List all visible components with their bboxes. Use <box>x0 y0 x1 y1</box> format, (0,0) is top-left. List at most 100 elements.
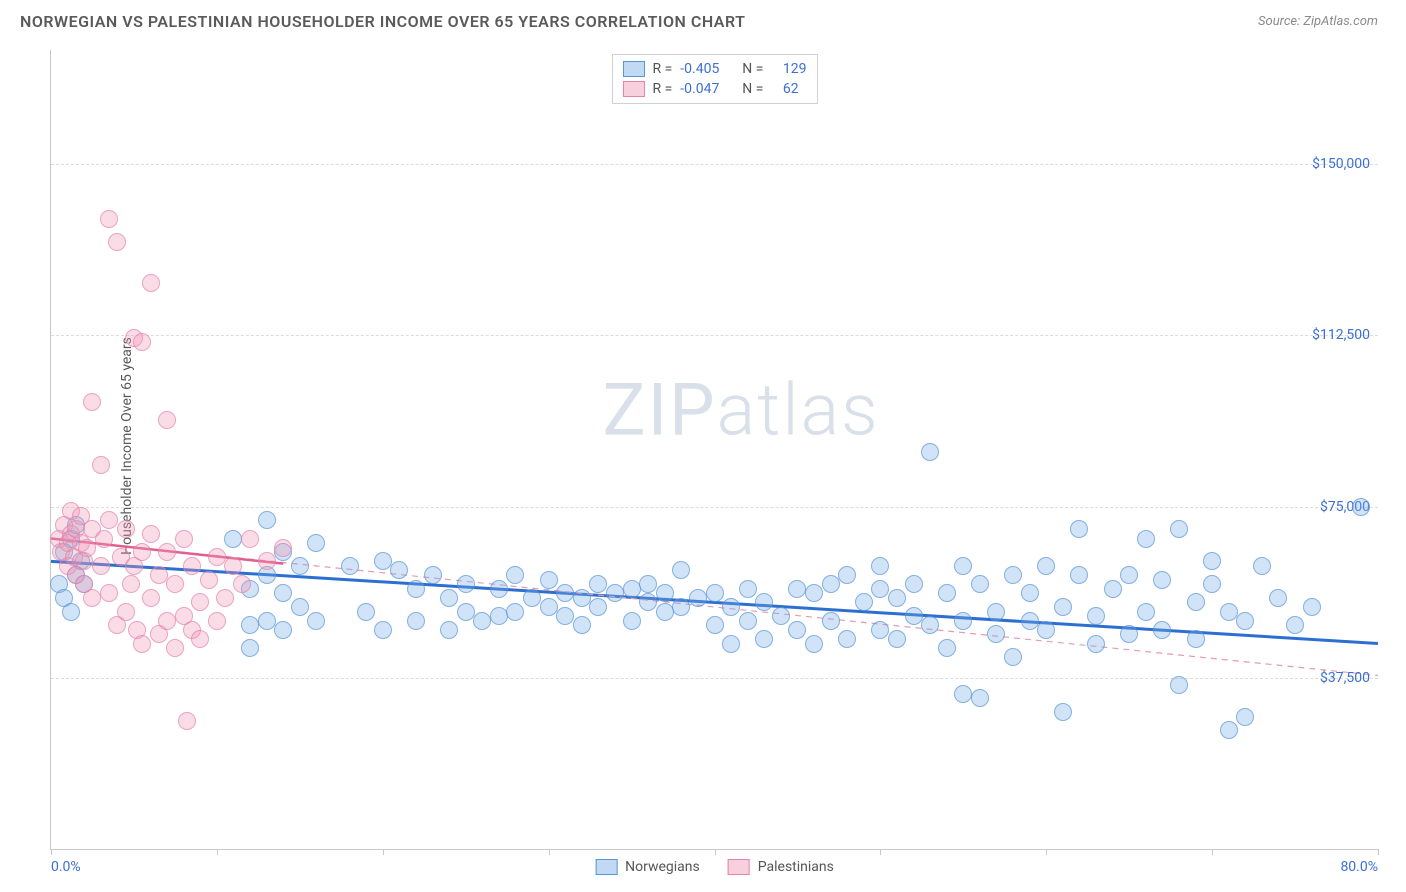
data-point <box>589 575 607 593</box>
n-label: N = <box>742 81 763 97</box>
x-tick <box>880 849 881 855</box>
data-point <box>258 552 276 570</box>
watermark-prefix: ZIP <box>602 367 716 452</box>
data-point <box>573 589 591 607</box>
x-axis-max-label: 80.0% <box>1340 859 1378 875</box>
data-point <box>92 557 110 575</box>
data-point <box>1104 580 1122 598</box>
data-point <box>954 612 972 630</box>
data-point <box>1054 703 1072 721</box>
r-value: -0.405 <box>680 61 719 77</box>
data-point <box>117 603 135 621</box>
data-point <box>672 561 690 579</box>
data-point <box>200 571 218 589</box>
data-point <box>191 630 209 648</box>
data-point <box>689 589 707 607</box>
data-point <box>905 575 923 593</box>
data-point <box>772 607 790 625</box>
data-point <box>540 598 558 616</box>
data-point <box>1170 676 1188 694</box>
data-point <box>1153 571 1171 589</box>
data-point <box>233 575 251 593</box>
data-point <box>656 584 674 602</box>
data-point <box>556 584 574 602</box>
x-tick <box>549 849 550 855</box>
data-point <box>938 639 956 657</box>
data-point <box>1087 607 1105 625</box>
r-label: R = <box>652 61 672 77</box>
series-legend: NorwegiansPalestinians <box>595 859 834 875</box>
data-point <box>291 598 309 616</box>
data-point <box>556 607 574 625</box>
data-point <box>83 589 101 607</box>
data-point <box>258 511 276 529</box>
data-point <box>739 580 757 598</box>
r-label: R = <box>652 81 672 97</box>
y-tick-label: $150,000 <box>1312 156 1370 172</box>
data-point <box>158 411 176 429</box>
data-point <box>888 630 906 648</box>
data-point <box>100 511 118 529</box>
data-point <box>606 584 624 602</box>
data-point <box>1137 603 1155 621</box>
data-point <box>100 210 118 228</box>
data-point <box>407 580 425 598</box>
data-point <box>1352 498 1370 516</box>
data-point <box>523 589 541 607</box>
data-point <box>954 557 972 575</box>
data-point <box>62 603 80 621</box>
data-point <box>274 621 292 639</box>
data-point <box>1286 616 1304 634</box>
x-tick <box>51 849 52 855</box>
data-point <box>672 598 690 616</box>
source-attribution: Source: ZipAtlas.com <box>1258 14 1378 29</box>
n-label: N = <box>742 61 763 77</box>
data-point <box>1170 520 1188 538</box>
data-point <box>158 612 176 630</box>
data-point <box>838 630 856 648</box>
data-point <box>241 639 259 657</box>
data-point <box>307 534 325 552</box>
data-point <box>183 557 201 575</box>
data-point <box>623 612 641 630</box>
data-point <box>971 689 989 707</box>
gridline <box>51 164 1378 165</box>
data-point <box>208 548 226 566</box>
data-point <box>1021 584 1039 602</box>
data-point <box>656 603 674 621</box>
legend-series-item: Norwegians <box>595 859 700 875</box>
x-tick <box>217 849 218 855</box>
data-point <box>117 520 135 538</box>
watermark-suffix: atlas <box>717 367 880 452</box>
x-tick <box>1378 849 1379 855</box>
data-point <box>241 616 259 634</box>
data-point <box>241 530 259 548</box>
data-point <box>374 552 392 570</box>
data-point <box>341 557 359 575</box>
data-point <box>166 575 184 593</box>
correlation-legend: R =-0.405 N = 129R =-0.047 N = 62 <box>611 54 817 104</box>
data-point <box>938 584 956 602</box>
data-point <box>1203 552 1221 570</box>
data-point <box>357 603 375 621</box>
data-point <box>722 598 740 616</box>
gridline <box>51 335 1378 336</box>
data-point <box>1236 612 1254 630</box>
data-point <box>706 616 724 634</box>
data-point <box>871 580 889 598</box>
data-point <box>150 566 168 584</box>
data-point <box>274 539 292 557</box>
data-point <box>639 575 657 593</box>
data-point <box>1004 566 1022 584</box>
data-point <box>142 525 160 543</box>
legend-swatch <box>728 859 750 875</box>
data-point <box>224 557 242 575</box>
data-point <box>78 539 96 557</box>
y-tick-label: $112,500 <box>1312 327 1370 343</box>
data-point <box>639 593 657 611</box>
data-point <box>1021 612 1039 630</box>
data-point <box>871 621 889 639</box>
legend-swatch <box>622 81 644 97</box>
data-point <box>133 635 151 653</box>
legend-series-label: Norwegians <box>625 859 700 875</box>
